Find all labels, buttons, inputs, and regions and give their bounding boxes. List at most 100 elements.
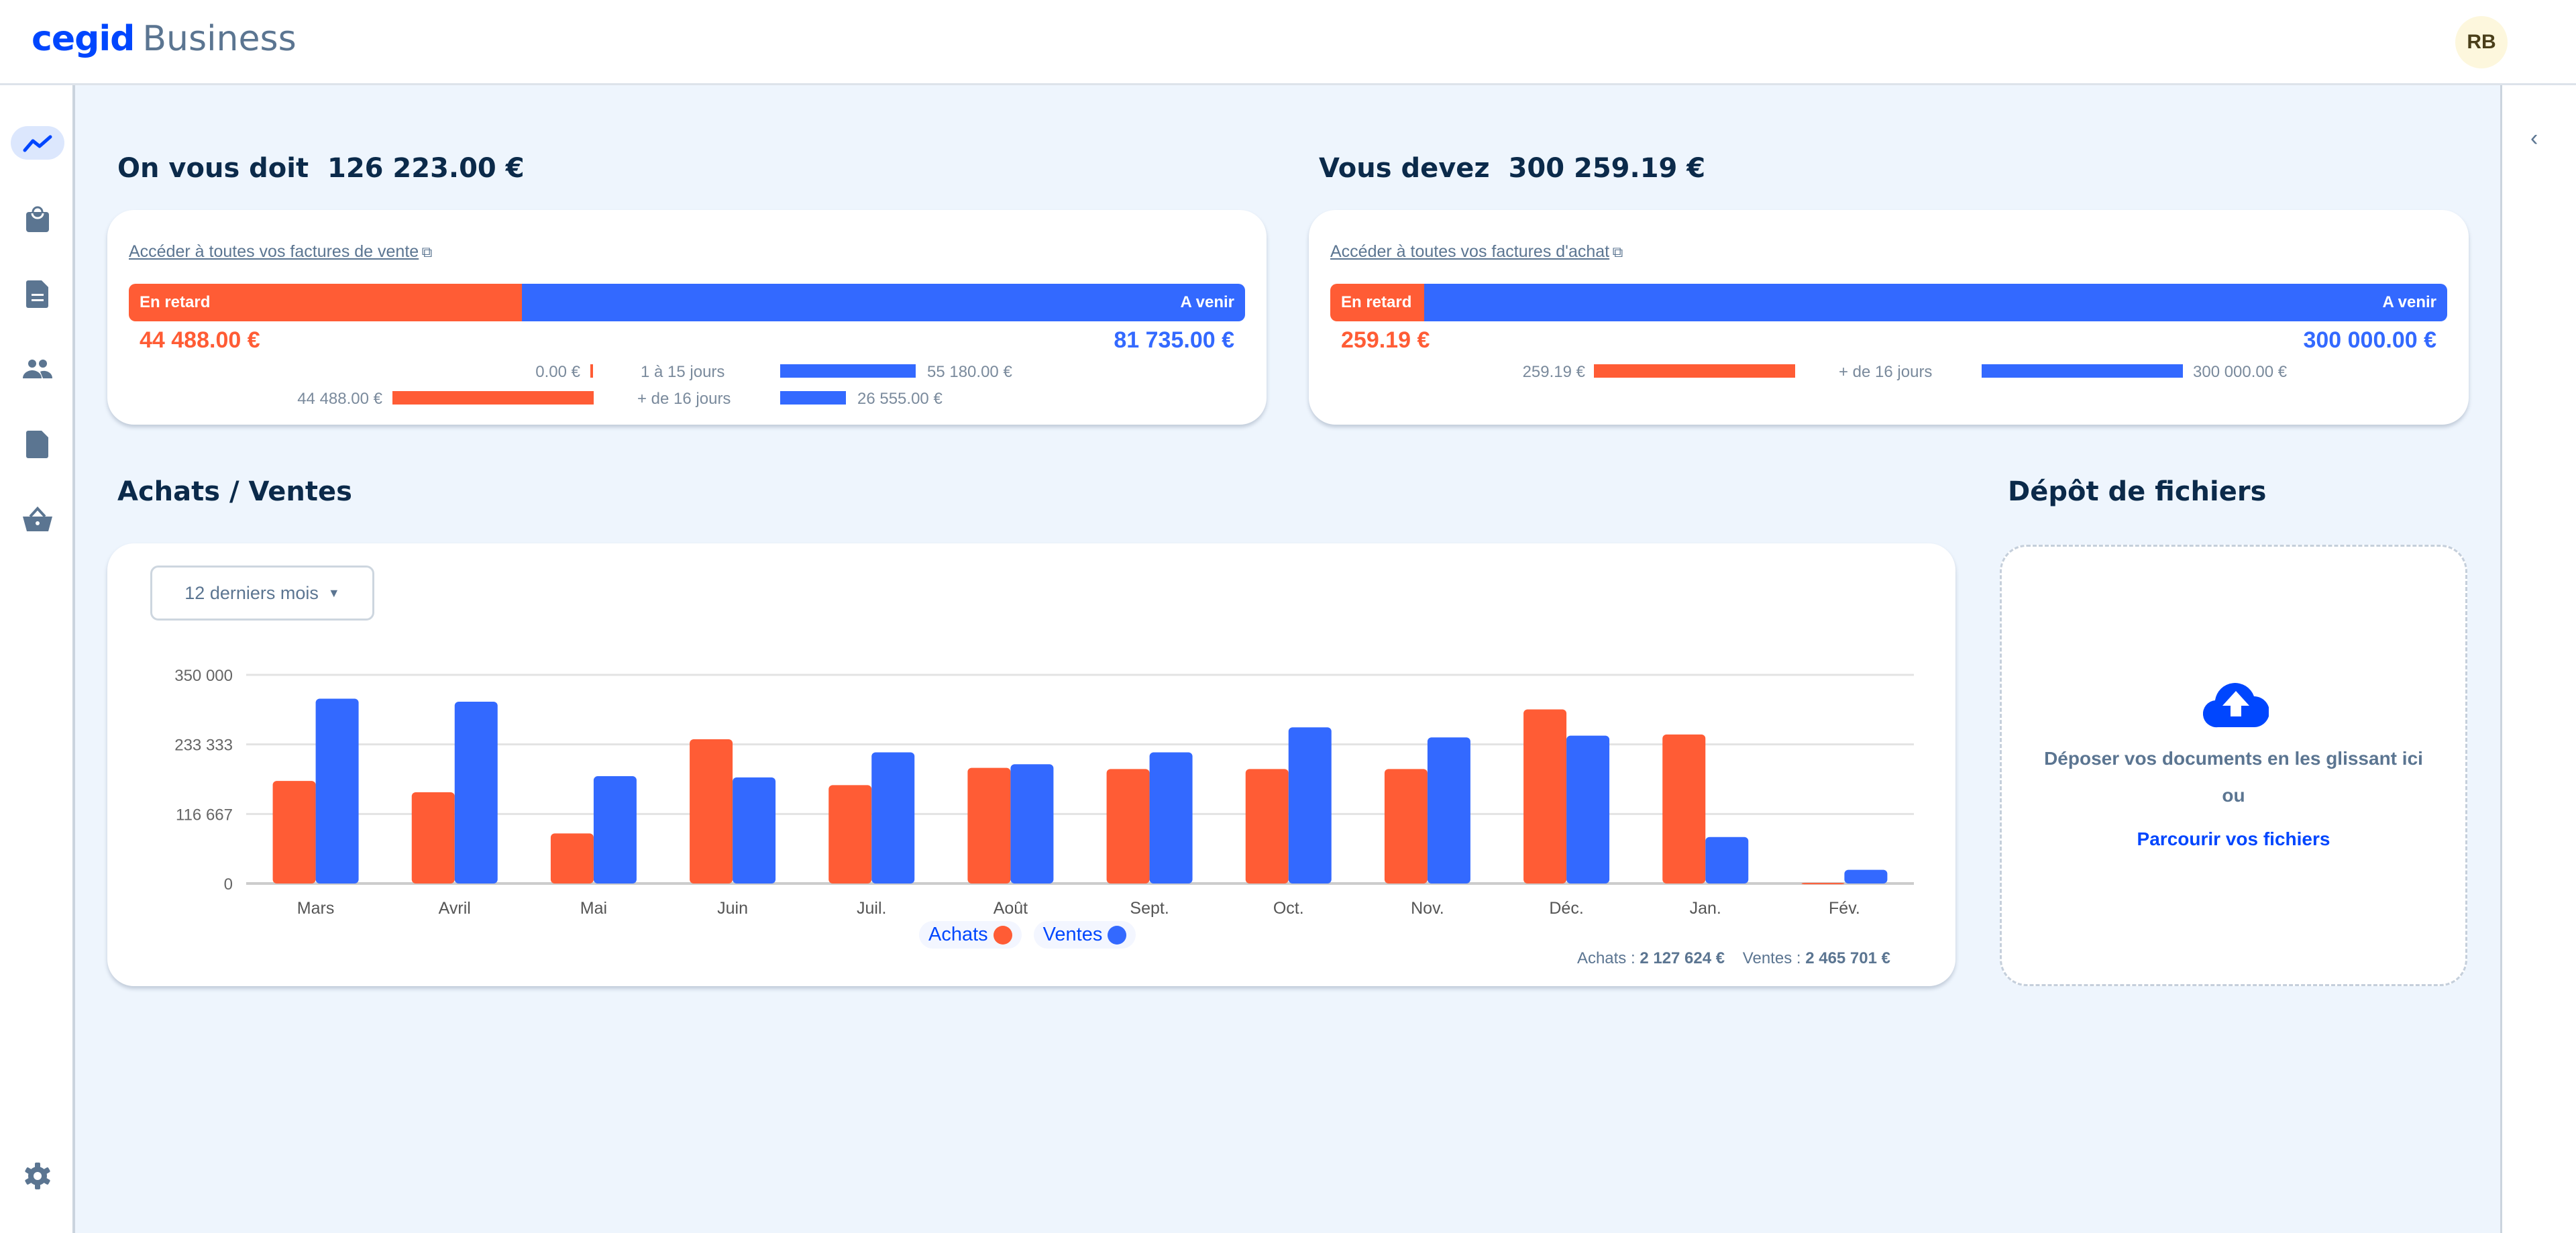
x-tick-label: Avril xyxy=(439,899,471,918)
upcoming-segment: A venir xyxy=(1424,284,2447,321)
period-value: 12 derniers mois xyxy=(184,582,319,603)
x-tick-label: Juil. xyxy=(857,899,886,918)
sidebar-item-purchases[interactable] xyxy=(11,492,64,546)
bar-achats xyxy=(1245,769,1289,883)
sidebar-item-dashboard[interactable] xyxy=(11,126,64,160)
logo-product: Business xyxy=(142,19,297,59)
bar-chart: 0 116 667 233 333 350 000 Mars Avril Mai Juin Ju… xyxy=(174,667,1914,918)
payables-bar: En retard A venir xyxy=(1330,284,2447,321)
browse-files-link[interactable]: Parcourir vos fichiers xyxy=(2137,828,2330,849)
legend-ventes[interactable]: Ventes xyxy=(1033,921,1136,949)
x-tick-label: Juin xyxy=(717,899,748,918)
bar-achats xyxy=(1384,769,1428,883)
ventes-dot-icon xyxy=(1108,925,1127,945)
sales-invoices-link[interactable]: Accéder à toutes vos factures de vente ⧉ xyxy=(129,242,433,261)
top-header: cegid Business RB xyxy=(0,0,2576,85)
bar-achats xyxy=(1106,769,1150,883)
right-panel: ‹ xyxy=(2500,85,2576,1233)
late-segment: En retard xyxy=(1330,284,1424,321)
total-ventes: 2 465 701 € xyxy=(1805,949,1890,967)
row-label: 1 à 15 jours xyxy=(641,363,725,381)
app-logo[interactable]: cegid Business xyxy=(32,19,297,59)
collapse-chevron-icon[interactable]: ‹ xyxy=(2530,125,2538,151)
row-late-bar xyxy=(590,364,593,378)
bar-achats xyxy=(550,833,594,883)
bar-ventes xyxy=(733,777,776,883)
period-dropdown[interactable]: 12 derniers mois ▼ xyxy=(150,566,374,621)
achats-dot-icon xyxy=(993,925,1012,945)
bar-achats xyxy=(967,767,1011,883)
chart-legend: Achats Ventes xyxy=(919,921,1136,949)
bar-ventes xyxy=(1705,837,1749,883)
x-tick-label: Mars xyxy=(297,899,335,918)
bar-achats xyxy=(272,781,316,883)
row-upcoming-amount: 26 555.00 € xyxy=(857,390,943,408)
bar-ventes xyxy=(315,698,359,883)
late-amount: 259.19 € xyxy=(1341,327,1430,353)
bar-ventes xyxy=(871,752,915,883)
bar-ventes xyxy=(454,701,498,883)
logo-brand: cegid xyxy=(32,19,135,59)
y-tick-label: 350 000 xyxy=(174,667,233,685)
legend-achats[interactable]: Achats xyxy=(919,921,1022,949)
row-late-bar xyxy=(1594,364,1795,378)
total-achats: 2 127 624 € xyxy=(1640,949,1725,967)
upcoming-amount: 81 735.00 € xyxy=(1114,327,1234,353)
x-tick-label: Oct. xyxy=(1273,899,1304,918)
sidebar-item-contacts[interactable] xyxy=(11,342,64,396)
bar-ventes xyxy=(1844,869,1888,883)
bar-achats xyxy=(1801,883,1845,885)
x-tick-label: Nov. xyxy=(1411,899,1444,918)
row-late-amount: 259.19 € xyxy=(1522,363,1585,381)
bar-achats xyxy=(690,739,733,883)
basket-icon xyxy=(23,506,52,531)
receivables-title: On vous doit 126 223.00 € xyxy=(117,153,525,184)
row-upcoming-bar xyxy=(780,364,916,378)
y-tick-label: 233 333 xyxy=(174,737,233,755)
bar-ventes xyxy=(1566,735,1610,883)
bar-ventes xyxy=(1427,737,1470,883)
trend-chart-icon xyxy=(23,135,52,152)
file-icon xyxy=(26,431,48,458)
caret-down-icon: ▼ xyxy=(327,586,340,600)
bar-achats xyxy=(828,785,872,883)
late-amount: 44 488.00 € xyxy=(140,327,260,353)
document-icon xyxy=(26,280,48,308)
row-label: + de 16 jours xyxy=(1839,363,1933,381)
row-late-bar xyxy=(392,391,594,405)
bar-achats xyxy=(1662,734,1706,883)
sidebar xyxy=(0,85,75,1233)
purchase-invoices-link[interactable]: Accéder à toutes vos factures d'achat ⧉ xyxy=(1330,242,1623,261)
x-tick-label: Jan. xyxy=(1690,899,1721,918)
sidebar-item-files[interactable] xyxy=(11,417,64,471)
drop-instructions: Déposer vos documents en les glissant ic… xyxy=(2044,748,2423,769)
user-avatar[interactable]: RB xyxy=(2455,16,2508,68)
people-icon xyxy=(23,360,52,378)
external-link-icon: ⧉ xyxy=(1612,244,1623,260)
upload-title: Dépôt de fichiers xyxy=(2008,476,2267,507)
receivables-bar: En retard A venir xyxy=(129,284,1245,321)
chart-totals: Achats : 2 127 624 € Ventes : 2 465 701 … xyxy=(1576,949,1890,967)
x-tick-label: Août xyxy=(994,899,1028,918)
row-late-amount: 0.00 € xyxy=(535,363,580,381)
upcoming-amount: 300 000.00 € xyxy=(2303,327,2436,353)
x-tick-label: Fév. xyxy=(1829,899,1860,918)
bar-achats xyxy=(1523,709,1567,883)
y-tick-label: 0 xyxy=(224,875,233,894)
receivables-card: Accéder à toutes vos factures de vente ⧉… xyxy=(107,210,1267,425)
row-upcoming-bar xyxy=(780,391,846,405)
sidebar-item-sales[interactable] xyxy=(11,192,64,246)
cloud-upload-icon xyxy=(2203,683,2269,728)
receivables-total: 126 223.00 € xyxy=(327,153,525,184)
sidebar-item-settings[interactable] xyxy=(11,1149,64,1203)
chart-title: Achats / Ventes xyxy=(117,476,352,507)
sidebar-item-documents[interactable] xyxy=(11,267,64,321)
x-tick-label: Déc. xyxy=(1549,899,1583,918)
file-dropzone[interactable]: Déposer vos documents en les glissant ic… xyxy=(2000,545,2467,986)
bar-ventes xyxy=(1149,752,1193,883)
payables-card: Accéder à toutes vos factures d'achat ⧉ … xyxy=(1309,210,2469,425)
shopping-bag-icon xyxy=(26,206,49,232)
x-tick-label: Sept. xyxy=(1130,899,1169,918)
bar-achats xyxy=(411,792,455,883)
late-segment: En retard xyxy=(129,284,522,321)
